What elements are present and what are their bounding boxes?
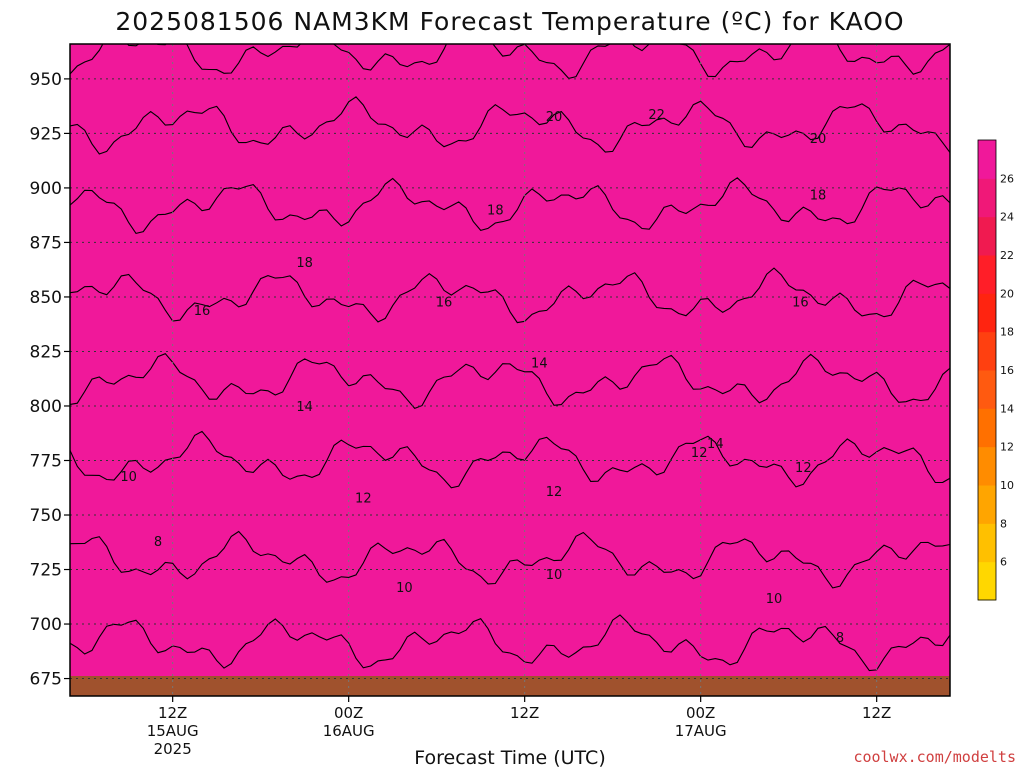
contour-label: 10 bbox=[546, 568, 563, 583]
contour-label: 10 bbox=[120, 470, 137, 485]
contour-18 bbox=[70, 177, 950, 235]
contour-label: 16 bbox=[792, 295, 809, 310]
contour-label: 20 bbox=[546, 110, 563, 125]
colorbar-tick-label: 14 bbox=[1000, 402, 1014, 415]
x-tick-label: 12Z bbox=[862, 704, 891, 722]
colorbar-tick-label: 24 bbox=[1000, 211, 1014, 224]
y-tick-label: 775 bbox=[30, 451, 62, 471]
contour-16 bbox=[70, 267, 950, 324]
contour-10 bbox=[70, 530, 950, 589]
colorbar-tick-label: 18 bbox=[1000, 326, 1014, 339]
colorbar: 6 8 10 12 14 16 18 20 22 24 26 bbox=[977, 139, 1014, 601]
temperature-band-26 bbox=[70, 44, 950, 696]
y-tick-label: 675 bbox=[30, 670, 62, 690]
contour-22 bbox=[70, 44, 950, 80]
colorbar-tick-label: 16 bbox=[1000, 364, 1014, 377]
colorbar-tick-label: 12 bbox=[1000, 441, 1014, 454]
terrain-surface bbox=[70, 676, 950, 696]
x-tick-label: 12Z bbox=[158, 704, 187, 722]
temperature-bands bbox=[70, 44, 950, 696]
y-tick-label: 900 bbox=[30, 179, 62, 199]
contour-label: 10 bbox=[766, 592, 783, 607]
x-tick-label: 17AUG bbox=[675, 722, 727, 740]
colorbar-segment bbox=[978, 140, 996, 179]
contour-label: 16 bbox=[436, 295, 453, 310]
contour-label: 20 bbox=[810, 132, 827, 147]
x-tick-label: 2025 bbox=[154, 740, 192, 758]
contour-label: 10 bbox=[396, 581, 413, 596]
y-tick-label: 825 bbox=[30, 342, 62, 362]
contour-12 bbox=[70, 430, 950, 489]
colorbar-tick-label: 10 bbox=[1000, 479, 1014, 492]
contour-label: 12 bbox=[546, 485, 563, 500]
source-credit: coolwx.com/modelts bbox=[853, 748, 1016, 766]
y-tick-label: 750 bbox=[30, 506, 62, 526]
contour-label: 14 bbox=[296, 400, 313, 415]
colorbar-segment bbox=[978, 485, 996, 524]
colorbar-tick-label: 22 bbox=[1000, 249, 1014, 262]
y-tick-label: 725 bbox=[30, 561, 62, 581]
contour-label: 18 bbox=[296, 256, 313, 271]
colorbar-segment bbox=[978, 178, 996, 218]
grid-lines bbox=[70, 44, 950, 696]
colorbar-segment bbox=[978, 408, 996, 448]
x-tick-label: 16AUG bbox=[323, 722, 375, 740]
y-tick-label: 800 bbox=[30, 397, 62, 417]
colorbar-segment bbox=[978, 446, 996, 486]
y-axis: 675 700 725 750 775 800 825 850 875 900 925 950 bbox=[30, 70, 70, 690]
contour-label: 18 bbox=[487, 204, 504, 219]
plot-frame bbox=[69, 43, 951, 697]
contour-label: 16 bbox=[194, 304, 211, 319]
contour-label: 14 bbox=[707, 437, 724, 452]
contour-label: 8 bbox=[154, 535, 162, 550]
colorbar-tick-label: 26 bbox=[1000, 172, 1014, 185]
colorbar-segment bbox=[978, 255, 996, 294]
contour-label: 12 bbox=[795, 461, 812, 476]
colorbar-segment bbox=[978, 523, 996, 563]
contour-label: 14 bbox=[531, 356, 548, 371]
contour-label: 12 bbox=[691, 446, 708, 461]
y-tick-label: 850 bbox=[30, 288, 62, 308]
contour-label: 22 bbox=[648, 108, 665, 123]
colorbar-segment bbox=[978, 293, 996, 333]
colorbar-tick-label: 8 bbox=[1000, 517, 1007, 530]
contour-label: 12 bbox=[355, 492, 372, 507]
y-tick-label: 700 bbox=[30, 615, 62, 635]
x-tick-label: 00Z bbox=[686, 704, 715, 722]
x-tick-label: 12Z bbox=[510, 704, 539, 722]
contour-label: 18 bbox=[810, 188, 827, 203]
chart-title: 2025081506 NAM3KM Forecast Temperature (… bbox=[115, 7, 904, 36]
x-axis-label: Forecast Time (UTC) bbox=[414, 747, 605, 768]
colorbar-tick-label: 20 bbox=[1000, 287, 1014, 300]
colorbar-segment bbox=[978, 216, 996, 256]
contour-14 bbox=[70, 353, 950, 410]
colorbar-segment bbox=[978, 561, 996, 601]
y-tick-label: 875 bbox=[30, 233, 62, 253]
contour-8 bbox=[70, 614, 950, 672]
x-tick-label: 00Z bbox=[334, 704, 363, 722]
colorbar-tick-label: 6 bbox=[1000, 556, 1007, 569]
colorbar-frame bbox=[977, 139, 997, 601]
x-tick-label: 15AUG bbox=[147, 722, 199, 740]
colorbar-segment bbox=[978, 331, 996, 371]
contour-label: 8 bbox=[836, 631, 844, 646]
colorbar-segment bbox=[978, 370, 996, 409]
y-tick-label: 950 bbox=[30, 70, 62, 90]
y-tick-label: 925 bbox=[30, 124, 62, 144]
